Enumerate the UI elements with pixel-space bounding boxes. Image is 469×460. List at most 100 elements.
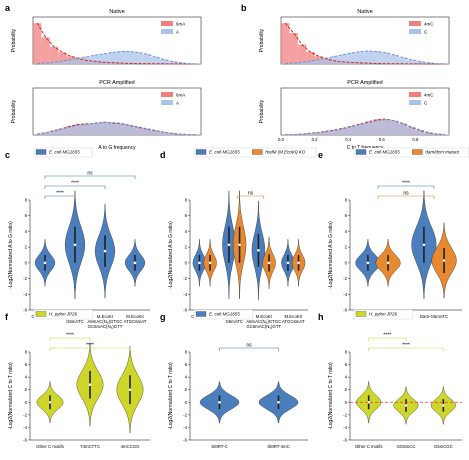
histogram-bar (33, 134, 42, 135)
legend-label: 6mA (176, 22, 185, 27)
histogram-bar (331, 56, 340, 64)
legend-swatch (161, 29, 173, 34)
histogram-bar (314, 132, 323, 135)
histogram-bar (108, 52, 117, 64)
histogram-bar (33, 23, 42, 64)
significance-label: **** (56, 191, 64, 197)
significance-label: **** (402, 181, 410, 187)
violin-median (48, 400, 52, 404)
legend-label: E. coli MG1655 (209, 150, 240, 155)
legend-swatch (195, 311, 207, 317)
x-tick-label: 0.0 (278, 137, 285, 142)
y-tick-label: 6 (185, 362, 188, 367)
legend-box (33, 309, 93, 320)
significance-label: **** (383, 333, 391, 339)
histogram-bar (390, 54, 399, 64)
x-tick-label: 4mCCGG (121, 444, 141, 449)
y-tick-label: 0 (345, 400, 348, 405)
panel-label-b: b (241, 3, 247, 13)
y-tick-label: -4 (183, 425, 187, 430)
legend-label: C (424, 30, 428, 35)
legend-label: dam/dcm mutant (425, 150, 459, 155)
significance-label: **** (402, 343, 410, 349)
histogram-bar (415, 129, 424, 135)
y-tick-label: -6 (343, 308, 347, 313)
legend-swatch (161, 92, 173, 97)
violin-median (442, 404, 445, 407)
histogram-bar (423, 62, 433, 64)
violin-median (128, 388, 132, 392)
subplot-title: Native (357, 9, 373, 15)
x-tick-label: M.EcoKII ATGC6mAT (282, 314, 305, 324)
y-tick-label: -4 (343, 425, 347, 430)
y-axis-label: -Log2(Normalized A to G ratio) (8, 221, 14, 289)
histogram-bar (142, 128, 151, 135)
histogram-bar (150, 130, 159, 135)
violin-median (238, 243, 241, 247)
histogram-bar (66, 126, 75, 135)
x-tick-label: SMRT-4mC (267, 444, 289, 449)
y-tick-label: 6 (345, 213, 348, 218)
histogram-bar (83, 124, 92, 135)
x-tick-label: 0.2 (312, 137, 319, 142)
significance-label: ns (246, 343, 252, 349)
significance-label: ns (248, 191, 254, 197)
significance-label: ns (403, 191, 409, 197)
y-tick-label: -4 (343, 292, 347, 297)
y-axis-label: -Log2(Normalized C to T ratio) (168, 362, 174, 430)
histogram-bar (125, 125, 134, 135)
legend-swatch (355, 149, 367, 155)
x-tick-label: G5mCGC (434, 444, 453, 449)
y-tick-label: -2 (183, 276, 187, 281)
y-tick-label: 4 (185, 375, 188, 380)
histogram-bar (66, 59, 75, 64)
histogram-bar (423, 132, 433, 135)
violin-median (88, 383, 92, 386)
x-tick-label: M.EcoKI A6mAC(N₆)GTGC GC6mAC(N₆)GTT (246, 314, 281, 329)
significance-bracket (368, 347, 444, 351)
y-tick-label: -2 (23, 412, 27, 417)
y-tick-label: 4 (25, 229, 28, 234)
legend-swatch (161, 21, 173, 26)
histogram-bar (289, 63, 298, 64)
histogram-bar (306, 133, 315, 135)
significance-bracket (49, 337, 91, 341)
subplot-title: PCR Amplified (99, 80, 134, 86)
panel-label-d: d (160, 150, 166, 160)
kde-line (36, 22, 197, 65)
legend-label: E. coli MG1655 (49, 150, 80, 155)
y-tick-label: -6 (183, 308, 187, 313)
histogram-bar (108, 122, 117, 135)
y-axis-label: -Log2(Normalized C to T ratio) (8, 362, 14, 430)
x-tick-label: 0.6 (379, 137, 386, 142)
y-tick-label: 8 (185, 198, 188, 203)
violin-median (286, 261, 290, 265)
histogram-bar (133, 52, 143, 64)
y-tick-label: 4 (345, 375, 348, 380)
histogram-bar (150, 56, 159, 64)
legend-swatch (35, 149, 47, 155)
histogram-bar (167, 133, 176, 135)
histogram-bar (91, 54, 101, 64)
y-tick-label: 2 (345, 245, 348, 250)
histogram-bar (91, 122, 101, 135)
y-tick-label: 8 (345, 198, 348, 203)
legend-swatch (195, 149, 207, 155)
histogram-bar (356, 51, 365, 64)
y-axis-label: Probability (11, 99, 17, 123)
violin-median (208, 261, 212, 265)
significance-label: **** (66, 333, 74, 339)
histogram-bar (306, 60, 315, 64)
x-tick-label: GG5mCC (397, 444, 416, 449)
violin-median (227, 243, 231, 247)
violin-median (198, 261, 201, 265)
histogram-bar (381, 52, 391, 64)
histogram-bar (75, 57, 84, 64)
histogram-bar (415, 61, 424, 64)
histogram-bar (289, 33, 298, 64)
histogram-bar (58, 128, 67, 135)
y-axis-label: Probability (259, 28, 265, 52)
histogram-bar (348, 126, 357, 135)
y-tick-label: 0 (185, 400, 188, 405)
histogram-bar (297, 44, 307, 64)
